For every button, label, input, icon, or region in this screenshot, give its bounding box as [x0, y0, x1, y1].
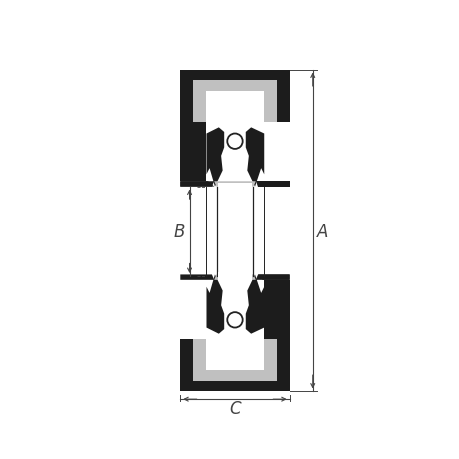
Polygon shape [263, 80, 277, 123]
Polygon shape [193, 80, 206, 182]
Polygon shape [214, 275, 255, 280]
Polygon shape [180, 70, 193, 182]
Circle shape [227, 313, 242, 328]
Polygon shape [180, 182, 214, 187]
Polygon shape [180, 339, 193, 392]
Polygon shape [193, 80, 277, 92]
Polygon shape [263, 280, 289, 339]
Polygon shape [180, 70, 289, 80]
Polygon shape [193, 370, 277, 381]
Polygon shape [180, 381, 289, 392]
Polygon shape [180, 182, 214, 187]
Polygon shape [263, 280, 277, 381]
Text: B: B [173, 223, 184, 241]
Polygon shape [193, 339, 206, 381]
Polygon shape [206, 339, 263, 370]
Polygon shape [218, 184, 252, 190]
Polygon shape [206, 275, 224, 339]
Text: C: C [229, 399, 240, 417]
Polygon shape [257, 275, 289, 280]
Polygon shape [255, 182, 289, 187]
Polygon shape [277, 70, 289, 123]
Polygon shape [245, 275, 263, 339]
Polygon shape [180, 275, 214, 280]
Circle shape [227, 134, 242, 150]
Polygon shape [245, 123, 263, 187]
Polygon shape [214, 182, 255, 187]
Polygon shape [255, 275, 289, 280]
Polygon shape [277, 280, 289, 392]
Text: A: A [316, 222, 328, 240]
Polygon shape [218, 273, 252, 282]
Polygon shape [180, 123, 206, 182]
Polygon shape [206, 123, 224, 187]
Polygon shape [206, 92, 263, 123]
